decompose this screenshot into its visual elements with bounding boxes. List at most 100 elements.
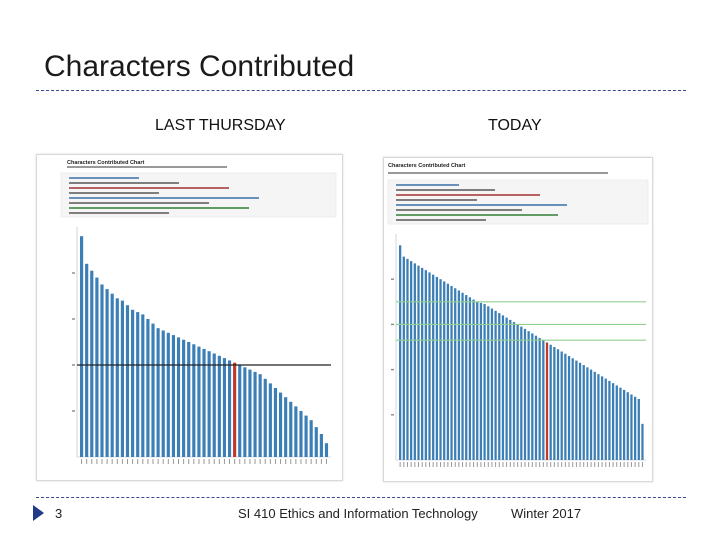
bar (115, 298, 119, 457)
highlighted-bar (233, 362, 237, 457)
x-tick-label (183, 459, 185, 464)
x-tick-label (630, 462, 632, 467)
x-tick-label (132, 459, 134, 464)
bar (560, 351, 563, 460)
bar (443, 281, 446, 460)
bar (248, 369, 252, 457)
x-tick-label (443, 462, 445, 467)
bar (487, 306, 490, 460)
x-tick-label (509, 462, 511, 467)
last-thursday-notebook-screenshot: Characters Contributed Chart (36, 154, 343, 481)
x-tick-label (506, 462, 508, 467)
bar (608, 380, 611, 460)
x-tick-label (218, 459, 220, 464)
bar (294, 406, 298, 457)
x-tick-label (399, 462, 401, 467)
footer-divider (36, 497, 686, 498)
bar (483, 304, 486, 460)
x-tick-label (234, 459, 236, 464)
bar (520, 326, 523, 460)
bar (85, 263, 89, 457)
code-line (396, 219, 486, 221)
left-chart-heading: Characters Contributed Chart (67, 160, 144, 166)
bar (564, 353, 567, 460)
x-tick-label (91, 459, 93, 464)
x-tick-label (579, 462, 581, 467)
x-tick-label (623, 462, 625, 467)
bar (509, 319, 512, 460)
x-tick-label (213, 459, 215, 464)
x-tick-label (418, 462, 419, 467)
bar (161, 330, 165, 457)
bar (479, 302, 483, 460)
bar (630, 394, 633, 460)
x-tick-label (406, 462, 408, 467)
x-tick-label (147, 459, 149, 464)
bar (439, 279, 442, 460)
x-tick-label (517, 462, 519, 467)
bar (324, 443, 329, 457)
x-tick-label (421, 462, 423, 467)
x-tick-label (429, 462, 431, 467)
code-line (69, 202, 209, 204)
code-line (396, 194, 540, 196)
x-tick-label (229, 459, 231, 464)
x-tick-label (447, 462, 449, 467)
x-tick-label (152, 459, 154, 464)
bar (600, 376, 604, 460)
x-tick-label (458, 462, 460, 467)
bar (604, 378, 607, 460)
right-chart-heading: Characters Contributed Chart (388, 163, 465, 169)
bar (120, 300, 124, 457)
x-tick-label (137, 459, 139, 464)
x-tick-label (520, 462, 522, 467)
bar (238, 365, 242, 457)
bar (197, 346, 201, 457)
y-tick-mark (72, 272, 75, 274)
page-number: 3 (55, 506, 63, 521)
x-tick-label (310, 459, 312, 464)
bar (299, 411, 303, 457)
x-tick-label (269, 459, 271, 464)
x-tick-label (127, 459, 128, 464)
bar (446, 283, 450, 460)
x-tick-label (473, 462, 475, 467)
x-tick-label (172, 459, 174, 464)
x-tick-label (498, 462, 500, 467)
bar (633, 396, 637, 460)
today-label: TODAY (488, 117, 542, 134)
bar (273, 388, 278, 457)
x-tick-label (193, 459, 195, 464)
x-tick-label (86, 459, 88, 464)
x-tick-label (513, 462, 515, 467)
bar (243, 367, 247, 457)
bar (406, 258, 409, 460)
code-line (396, 214, 558, 216)
x-tick-label (116, 459, 118, 464)
bar (192, 344, 196, 457)
x-tick-label (561, 462, 563, 467)
x-tick-label (638, 462, 640, 467)
bar (472, 299, 475, 460)
x-tick-label (106, 459, 108, 464)
x-tick-label (590, 462, 592, 467)
left-bars (80, 236, 329, 457)
bar (622, 389, 626, 460)
x-tick-label (454, 462, 456, 467)
x-tick-label (469, 462, 471, 467)
x-tick-label (320, 459, 322, 464)
x-tick-label (616, 462, 618, 467)
left-code-lines (69, 177, 259, 214)
code-line (396, 199, 477, 201)
last-thursday-label: LAST THURSDAY (155, 117, 286, 134)
y-tick-mark (72, 410, 75, 412)
bar (146, 319, 150, 457)
x-tick-label (601, 462, 603, 467)
bar (151, 323, 155, 457)
right-description-text (388, 172, 608, 174)
bar (304, 415, 308, 457)
bar (417, 265, 420, 460)
bar (637, 398, 640, 460)
code-line (69, 187, 229, 189)
bar (490, 308, 494, 460)
